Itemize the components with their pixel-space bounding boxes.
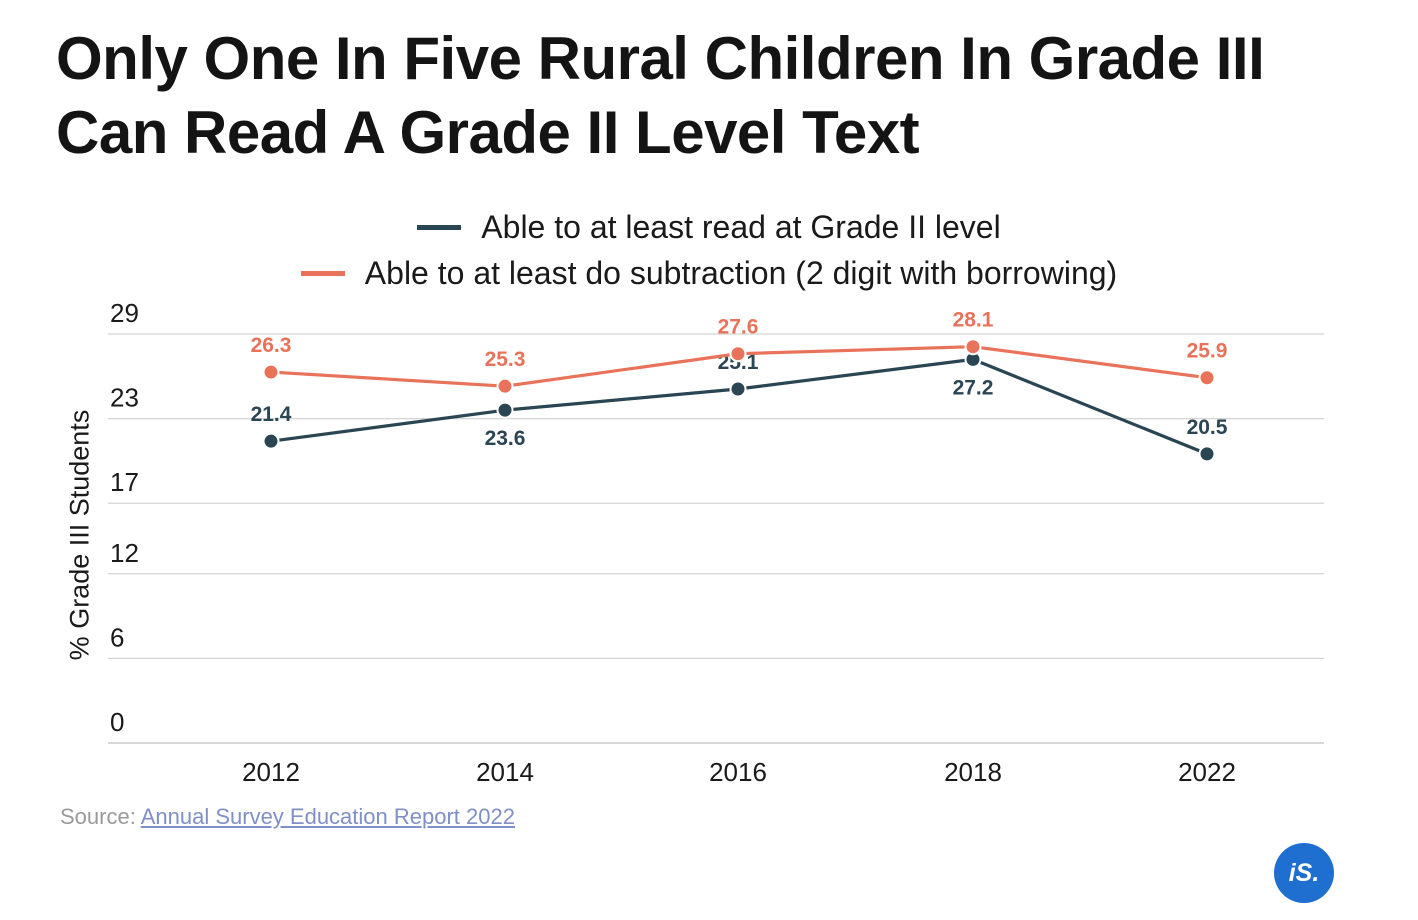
chart-title: Only One In Five Rural Children In Grade… [56,25,1265,166]
source-link[interactable]: Annual Survey Education Report 2022 [140,804,515,829]
x-tick-label-2018: 2018 [944,757,1002,787]
data-label-0-4: 20.5 [1187,416,1228,439]
legend-item-reading: Able to at least read at Grade II level [0,204,1418,250]
data-point-0-0 [262,432,280,450]
data-point-1-2 [729,345,747,363]
data-label-1-4: 25.9 [1187,340,1228,363]
data-point-0-4 [1198,445,1216,463]
legend-label-reading: Able to at least read at Grade II level [481,208,1001,245]
legend-item-subtraction: Able to at least do subtraction (2 digit… [0,250,1418,296]
data-label-1-2: 27.6 [718,316,759,339]
data-label-0-3: 27.2 [953,376,994,399]
y-tick-label-29: 29 [110,298,139,328]
data-point-1-4 [1198,369,1216,387]
data-label-0-1: 23.6 [485,427,526,450]
source-prefix: Source: [60,804,141,829]
y-tick-label-0: 0 [110,707,124,737]
data-point-1-0 [262,363,280,381]
data-label-1-0: 26.3 [251,334,292,357]
data-point-1-3 [964,338,982,356]
chart-legend: Able to at least read at Grade II level … [0,204,1418,296]
data-label-1-3: 28.1 [953,309,994,332]
brand-logo: iS. [1274,843,1334,903]
y-tick-label-6: 6 [110,622,124,652]
data-point-0-1 [496,401,514,419]
y-tick-label-23: 23 [110,383,139,413]
data-point-0-2 [729,380,747,398]
legend-swatch-subtraction [300,270,345,276]
data-label-1-1: 25.3 [485,348,526,371]
legend-swatch-reading [417,224,462,230]
x-tick-label-2016: 2016 [709,757,767,787]
x-tick-label-2022: 2022 [1178,757,1236,787]
source-note: Source: Annual Survey Education Report 2… [60,804,515,830]
y-tick-label-12: 12 [110,538,139,568]
legend-label-subtraction: Able to at least do subtraction (2 digit… [364,254,1118,291]
data-point-1-1 [496,377,514,395]
data-label-0-0: 21.4 [251,403,292,426]
y-tick-label-17: 17 [110,467,139,497]
x-tick-label-2014: 2014 [476,757,534,787]
x-tick-label-2012: 2012 [242,757,300,787]
